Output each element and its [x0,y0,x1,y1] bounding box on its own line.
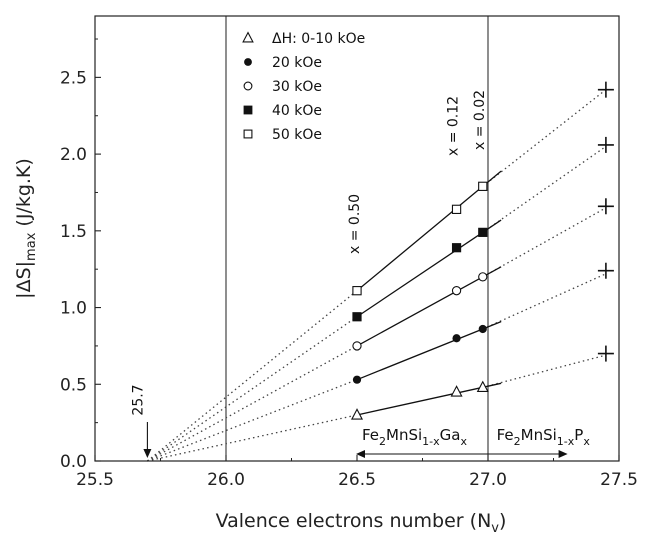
extrapolated-plus-markers [597,81,614,362]
extrapolation-line [147,379,358,462]
plus-marker [597,198,614,215]
data-point-circle-open [478,272,488,282]
data-point-circle-open [352,341,362,351]
plus-marker [597,262,614,279]
x-tick-label: 26.0 [207,470,245,490]
extrapolation-line [147,414,358,462]
y-tick-label: 0.5 [60,375,87,395]
convergence-annotation: 25.7 [130,384,152,458]
data-point-square-open [478,181,488,191]
x-tick-label: 25.5 [76,470,114,490]
y-tick-label: 0.0 [60,452,87,472]
y-tick-label: 1.0 [60,299,87,319]
extrapolation-line [146,290,358,462]
extrapolation-line [147,316,358,462]
composition-labels: x = 0.50 x = 0.12 x = 0.02 [347,90,488,254]
x-tick-label: 27.5 [600,470,638,490]
data-point-circle-filled [452,334,461,343]
data-point-circle-filled [478,324,487,334]
data-point-triangle-open [476,380,489,392]
legend-label: 40 kOe [272,103,322,119]
legend: ΔH: 0-10 kOe 20 kOe 30 kOe 40 kOe 50 kOe [242,31,365,143]
legend-item: 30 kOe [243,79,322,95]
data-point-square-filled [352,312,362,322]
data-point-square-open [243,129,253,139]
x-tick-label: 27.0 [469,470,507,490]
data-point-square-filled [451,243,462,253]
fit-line [356,382,502,416]
data-point-circle-filled [244,58,252,66]
extrapolation-line [482,145,607,233]
fit-line [356,170,502,292]
extrapolation-lines [146,89,607,462]
legend-label: 30 kOe [272,79,322,95]
axis-tick-labels: 25.5 26.0 26.5 27.0 27.5 0.0 0.5 1.0 1.5 2.0 2.5 [60,68,638,490]
extrapolation-line [482,354,607,388]
convergence-arrow-head [143,449,152,458]
data-markers [350,181,489,420]
composition-label: x = 0.02 [472,90,488,150]
region-arrowhead-p [558,450,568,458]
legend-label: 50 kOe [272,127,322,143]
axis-ticks [94,38,620,462]
y-axis-title: |ΔS|max (J/kg.K) [13,158,39,299]
y-tick-label: 1.5 [60,222,87,242]
plus-marker [597,81,614,98]
legend-label: 20 kOe [272,55,322,71]
data-point-triangle-open [242,31,254,43]
plus-marker [597,345,614,362]
data-point-triangle-open [450,385,463,397]
legend-label: ΔH: 0-10 kOe [272,31,365,47]
data-point-square-filled [478,227,488,237]
legend-item: 50 kOe [243,127,322,143]
fit-line [356,219,502,318]
extrapolation-line [147,345,358,462]
data-point-circle-open [243,81,253,91]
data-point-square-filled [243,105,253,115]
data-point-triangle-open [350,408,364,420]
extrapolation-line [482,273,607,330]
data-point-circle-open [451,286,462,296]
y-tick-label: 2.0 [60,145,87,165]
extrapolation-line [482,207,607,278]
fit-lines [356,170,502,416]
region-label-p: Fe2MnSi1-xPx [497,426,591,448]
data-point-square-open [451,204,462,214]
plus-marker [597,136,614,153]
data-point-circle-filled [352,375,362,384]
y-tick-label: 2.5 [60,68,87,88]
legend-item: 20 kOe [244,55,322,71]
fit-line [356,321,502,381]
fit-line [356,266,502,347]
x-axis-title: Valence electrons number (Nv) [216,510,507,536]
data-point-square-open [352,286,362,296]
composition-label: x = 0.12 [446,96,462,156]
region-label-ga: Fe2MnSi1-xGax [362,426,468,448]
region-labels: Fe2MnSi1-xGax Fe2MnSi1-xPx [356,426,590,458]
composition-label: x = 0.50 [347,194,363,254]
x-tick-label: 26.5 [338,470,376,490]
legend-item: ΔH: 0-10 kOe [242,31,365,47]
convergence-label: 25.7 [130,384,146,415]
region-arrowhead-ga [356,450,365,458]
legend-item: 40 kOe [243,103,322,119]
